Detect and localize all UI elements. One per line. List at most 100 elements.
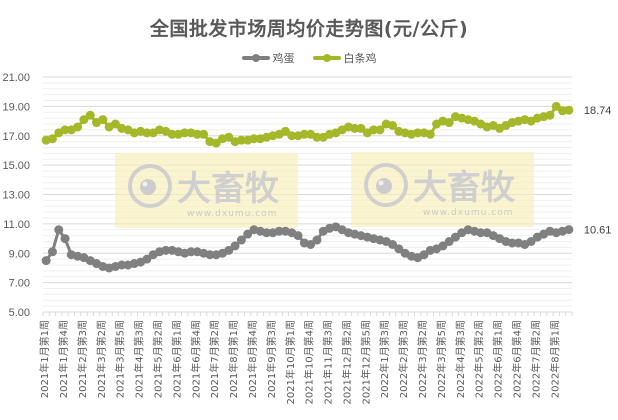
x-tick-label: 2021年9月第3周 (265, 320, 278, 398)
data-point[interactable] (262, 228, 272, 238)
data-point[interactable] (236, 235, 246, 245)
x-tick-label: 2021年5月第2周 (152, 320, 165, 398)
legend-item-chicken[interactable]: 白条鸡 (312, 50, 377, 66)
data-point[interactable] (287, 131, 297, 141)
y-axis: 5.00 7.00 9.00 11.00 13.00 15.00 17.00 19.00 21.… (2, 72, 30, 319)
x-tick-label: 2022年3月第5周 (435, 320, 448, 398)
svg-text:大畜牧: 大畜牧 (177, 169, 280, 209)
data-point[interactable] (306, 239, 316, 249)
data-point[interactable] (236, 135, 246, 145)
data-point[interactable] (394, 244, 404, 254)
x-tick-label: 2021年10月第1周 (284, 320, 297, 405)
data-point[interactable] (47, 247, 57, 257)
data-point[interactable] (450, 232, 460, 242)
y-tick-label: 17.00 (2, 131, 30, 143)
series-egg: 10.61 (41, 222, 612, 273)
data-point[interactable] (413, 128, 423, 138)
data-point[interactable] (167, 129, 177, 139)
x-axis: 2021年1月第1周 2021年1月第4周 2021年2月第3周 2021年3月第2周… (38, 311, 573, 405)
x-tick-label: 2022年4月第3周 (454, 320, 467, 398)
x-tick-label: 2021年3月第2周 (95, 320, 108, 398)
data-point[interactable] (350, 123, 360, 133)
end-value-label: 18.74 (584, 105, 612, 117)
y-tick-label: 11.00 (3, 219, 30, 231)
data-point[interactable] (280, 126, 290, 136)
data-point[interactable] (274, 226, 284, 236)
data-point[interactable] (564, 225, 574, 235)
data-point[interactable] (142, 128, 152, 138)
x-tick-label: 2021年3月第5周 (114, 320, 127, 398)
y-tick-label: 9.00 (9, 248, 30, 260)
data-point[interactable] (444, 118, 454, 128)
data-point[interactable] (375, 125, 385, 135)
data-point[interactable] (192, 129, 202, 139)
end-value-label: 10.61 (584, 225, 612, 237)
data-point[interactable] (551, 101, 561, 111)
legend-item-egg[interactable]: 鸡蛋 (241, 50, 295, 66)
svg-text:www.dxumu.com: www.dxumu.com (423, 208, 513, 218)
x-tick-label: 2022年7月第2周 (529, 320, 542, 398)
y-tick-label: 5.00 (9, 307, 30, 319)
x-tick-label: 2022年6月第1周 (492, 320, 505, 398)
data-point[interactable] (507, 238, 517, 248)
x-tick-label: 2021年10月第4周 (303, 320, 316, 405)
data-point[interactable] (388, 120, 398, 130)
data-point[interactable] (41, 256, 51, 266)
y-tick-label: 19.00 (2, 101, 30, 113)
data-point[interactable] (312, 132, 322, 142)
data-point[interactable] (98, 115, 108, 125)
x-tick-label: 2021年2月第3周 (76, 320, 89, 398)
data-point[interactable] (186, 247, 196, 257)
x-tick-label: 2021年12月第5周 (359, 320, 372, 405)
data-point[interactable] (356, 123, 366, 133)
legend-line-marker-icon (241, 54, 270, 62)
data-point[interactable] (243, 229, 253, 239)
data-point[interactable] (444, 237, 454, 246)
x-tick-label: 2022年1月第3周 (378, 320, 391, 398)
legend-line-marker-icon (312, 54, 341, 62)
data-point[interactable] (438, 241, 448, 251)
data-point[interactable] (180, 128, 190, 138)
data-point[interactable] (564, 105, 574, 115)
legend-label: 白条鸡 (343, 52, 377, 65)
x-tick-label: 2021年6月第4周 (189, 320, 202, 398)
data-point[interactable] (161, 245, 171, 255)
data-point[interactable] (369, 125, 379, 135)
data-point[interactable] (312, 235, 322, 245)
data-point[interactable] (526, 237, 536, 246)
data-point[interactable] (224, 132, 234, 142)
data-point[interactable] (224, 245, 234, 255)
data-point[interactable] (110, 119, 120, 129)
legend-label: 鸡蛋 (272, 52, 295, 65)
data-point[interactable] (293, 231, 303, 241)
legend: 鸡蛋 白条鸡 (0, 50, 618, 66)
data-point[interactable] (545, 110, 555, 120)
data-point[interactable] (230, 241, 240, 251)
data-point[interactable] (142, 254, 152, 264)
data-point[interactable] (73, 122, 83, 132)
y-tick-label: 15.00 (2, 160, 30, 172)
y-tick-label: 7.00 (9, 278, 30, 290)
data-point[interactable] (211, 138, 221, 148)
data-point[interactable] (425, 129, 435, 139)
data-point[interactable] (205, 250, 215, 260)
data-point[interactable] (299, 129, 309, 139)
data-point[interactable] (199, 129, 209, 139)
data-point[interactable] (388, 239, 398, 249)
data-point[interactable] (79, 115, 89, 125)
x-tick-label: 2022年2月第3周 (397, 320, 410, 398)
data-point[interactable] (249, 134, 259, 144)
data-point[interactable] (85, 110, 95, 120)
data-point[interactable] (476, 228, 486, 238)
data-point[interactable] (47, 134, 57, 144)
data-point[interactable] (60, 234, 70, 244)
y-tick-label: 21.00 (2, 72, 30, 84)
data-point[interactable] (419, 250, 429, 260)
data-point[interactable] (54, 225, 64, 235)
data-point[interactable] (117, 260, 127, 270)
data-point[interactable] (60, 125, 70, 135)
x-tick-label: 2021年8月第1周 (227, 320, 240, 398)
x-tick-label: 2021年11月第3周 (322, 320, 335, 405)
